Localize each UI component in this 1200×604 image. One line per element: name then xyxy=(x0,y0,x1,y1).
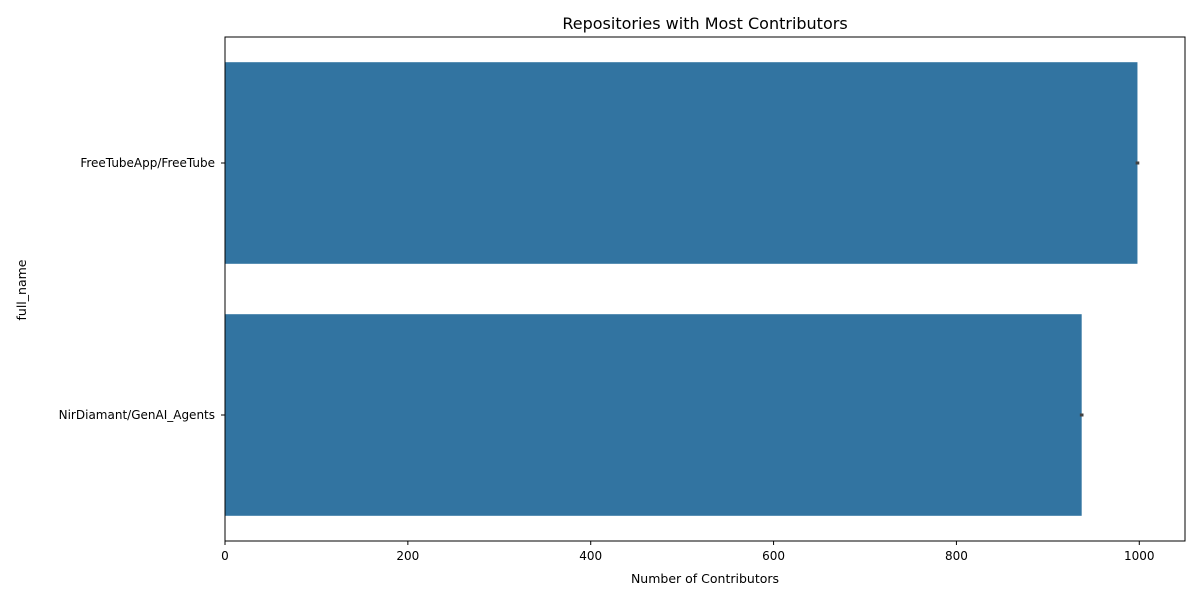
bar-1 xyxy=(225,314,1082,516)
y-ticks-layer: FreeTubeApp/FreeTube NirDiamant/GenAI_Age… xyxy=(59,156,225,422)
plot-frame xyxy=(224,36,1186,542)
y-axis-label: full_name xyxy=(14,259,29,320)
x-axis-label: Number of Contributors xyxy=(631,571,779,586)
x-tick-label-1: 200 xyxy=(396,549,419,563)
bars-layer xyxy=(225,62,1138,516)
x-tick-label-4: 800 xyxy=(945,549,968,563)
x-tick-label-2: 400 xyxy=(579,549,602,563)
chart-title: Repositories with Most Contributors xyxy=(562,14,847,33)
y-tick-label-1: NirDiamant/GenAI_Agents xyxy=(59,408,215,422)
error-bars-layer xyxy=(1079,161,1140,417)
y-tick-label-0: FreeTubeApp/FreeTube xyxy=(80,156,215,170)
bar-0 xyxy=(225,62,1138,264)
x-tick-label-0: 0 xyxy=(221,549,229,563)
x-tick-label-3: 600 xyxy=(762,549,785,563)
x-ticks-layer: 0 200 400 600 800 1000 xyxy=(221,541,1155,563)
x-tick-label-5: 1000 xyxy=(1124,549,1155,563)
